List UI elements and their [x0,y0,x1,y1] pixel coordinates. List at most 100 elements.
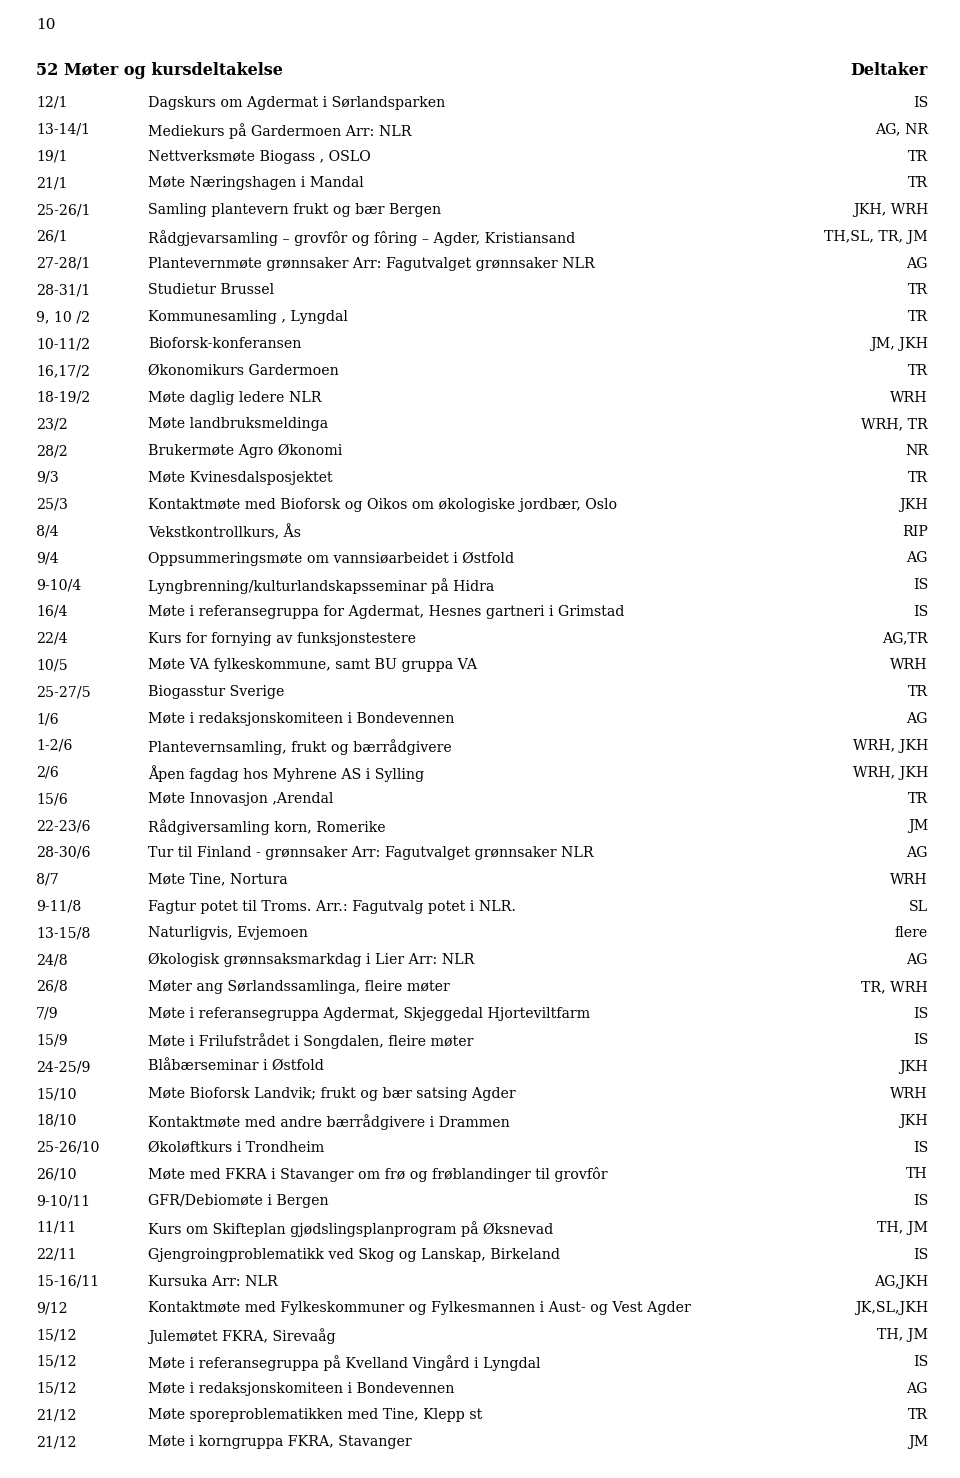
Text: WRH: WRH [890,1086,928,1101]
Text: Plantevernsamling, frukt og bærrådgivere: Plantevernsamling, frukt og bærrådgivere [148,739,452,755]
Text: Fagtur potet til Troms. Arr.: Fagutvalg potet i NLR.: Fagtur potet til Troms. Arr.: Fagutvalg … [148,900,516,913]
Text: Møte VA fylkeskommune, samt BU gruppa VA: Møte VA fylkeskommune, samt BU gruppa VA [148,659,477,672]
Text: 21/12: 21/12 [36,1435,77,1450]
Text: 15/6: 15/6 [36,792,68,807]
Text: JKH: JKH [900,1060,928,1075]
Text: IS: IS [913,1007,928,1021]
Text: 24/8: 24/8 [36,953,67,967]
Text: 1-2/6: 1-2/6 [36,739,72,752]
Text: TR, WRH: TR, WRH [861,980,928,993]
Text: WRH: WRH [890,872,928,887]
Text: 15/12: 15/12 [36,1382,77,1395]
Text: TR: TR [908,310,928,324]
Text: RIP: RIP [902,525,928,538]
Text: Møte Næringshagen i Mandal: Møte Næringshagen i Mandal [148,176,364,191]
Text: 27-28/1: 27-28/1 [36,257,90,270]
Text: 22/4: 22/4 [36,631,67,646]
Text: JM: JM [908,1435,928,1450]
Text: Møte i redaksjonskomiteen i Bondevennen: Møte i redaksjonskomiteen i Bondevennen [148,712,454,726]
Text: WRH: WRH [890,659,928,672]
Text: Vekstkontrollkurs, Ås: Vekstkontrollkurs, Ås [148,525,301,539]
Text: TR: TR [908,471,928,485]
Text: TR: TR [908,284,928,297]
Text: Kursuka Arr: NLR: Kursuka Arr: NLR [148,1274,277,1289]
Text: 15/12: 15/12 [36,1355,77,1369]
Text: Møte Tine, Nortura: Møte Tine, Nortura [148,872,288,887]
Text: TH, JM: TH, JM [877,1329,928,1342]
Text: Lyngbrenning/kulturlandskapsseminar på Hidra: Lyngbrenning/kulturlandskapsseminar på H… [148,578,494,594]
Text: TH,SL, TR, JM: TH,SL, TR, JM [825,231,928,244]
Text: GFR/Debiomøte i Bergen: GFR/Debiomøte i Bergen [148,1194,328,1208]
Text: Kontaktmøte med andre bærrådgivere i Drammen: Kontaktmøte med andre bærrådgivere i Dra… [148,1114,510,1129]
Text: 21/1: 21/1 [36,176,67,191]
Text: AG: AG [906,953,928,967]
Text: NR: NR [905,445,928,458]
Text: 25-27/5: 25-27/5 [36,686,91,699]
Text: Samling plantevern frukt og bær Bergen: Samling plantevern frukt og bær Bergen [148,202,442,217]
Text: IS: IS [913,1355,928,1369]
Text: Dagskurs om Agdermat i Sørlandsparken: Dagskurs om Agdermat i Sørlandsparken [148,96,445,109]
Text: Møte i Frilufstrådet i Songdalen, fleire møter: Møte i Frilufstrådet i Songdalen, fleire… [148,1033,473,1049]
Text: Økologisk grønnsaksmarkdag i Lier Arr: NLR: Økologisk grønnsaksmarkdag i Lier Arr: N… [148,953,474,967]
Text: Møte i referansegruppa for Agdermat, Hesnes gartneri i Grimstad: Møte i referansegruppa for Agdermat, Hes… [148,605,624,619]
Text: 8/4: 8/4 [36,525,59,538]
Text: AG,TR: AG,TR [882,631,928,646]
Text: TH: TH [906,1168,928,1181]
Text: 26/1: 26/1 [36,231,67,244]
Text: TH, JM: TH, JM [877,1221,928,1236]
Text: 8/7: 8/7 [36,872,59,887]
Text: 16,17/2: 16,17/2 [36,364,90,378]
Text: TR: TR [908,176,928,191]
Text: 9/4: 9/4 [36,551,59,565]
Text: 9/12: 9/12 [36,1301,67,1315]
Text: Studietur Brussel: Studietur Brussel [148,284,275,297]
Text: Økonomikurs Gardermoen: Økonomikurs Gardermoen [148,364,339,378]
Text: 10: 10 [36,18,56,33]
Text: 23/2: 23/2 [36,417,68,432]
Text: IS: IS [913,1194,928,1208]
Text: Tur til Finland - grønnsaker Arr: Fagutvalget grønnsaker NLR: Tur til Finland - grønnsaker Arr: Fagutv… [148,845,593,860]
Text: IS: IS [913,96,928,109]
Text: 25/3: 25/3 [36,498,68,511]
Text: 28/2: 28/2 [36,445,68,458]
Text: AG, NR: AG, NR [875,123,928,137]
Text: SL: SL [909,900,928,913]
Text: IS: IS [913,1033,928,1048]
Text: Gjengroingproblematikk ved Skog og Lanskap, Birkeland: Gjengroingproblematikk ved Skog og Lansk… [148,1247,560,1262]
Text: 13-14/1: 13-14/1 [36,123,90,137]
Text: Bioforsk-konferansen: Bioforsk-konferansen [148,337,301,352]
Text: Kommunesamling , Lyngdal: Kommunesamling , Lyngdal [148,310,348,324]
Text: Naturligvis, Evjemoen: Naturligvis, Evjemoen [148,927,308,940]
Text: JK,SL,JKH: JK,SL,JKH [854,1301,928,1315]
Text: AG: AG [906,551,928,565]
Text: WRH, JKH: WRH, JKH [852,739,928,752]
Text: 18-19/2: 18-19/2 [36,390,90,405]
Text: AG: AG [906,712,928,726]
Text: AG: AG [906,845,928,860]
Text: TR: TR [908,686,928,699]
Text: 28-30/6: 28-30/6 [36,845,90,860]
Text: 7/9: 7/9 [36,1007,59,1021]
Text: 9-10/11: 9-10/11 [36,1194,90,1208]
Text: Møte Innovasjon ,Arendal: Møte Innovasjon ,Arendal [148,792,333,807]
Text: 9, 10 /2: 9, 10 /2 [36,310,90,324]
Text: 10-11/2: 10-11/2 [36,337,90,352]
Text: IS: IS [913,578,928,593]
Text: Møte landbruksmeldinga: Møte landbruksmeldinga [148,417,328,432]
Text: 15/12: 15/12 [36,1329,77,1342]
Text: JM: JM [908,819,928,834]
Text: 24-25/9: 24-25/9 [36,1060,90,1075]
Text: Nettverksmøte Biogass , OSLO: Nettverksmøte Biogass , OSLO [148,149,371,164]
Text: Rådgiversamling korn, Romerike: Rådgiversamling korn, Romerike [148,819,386,835]
Text: Kurs for fornying av funksjonstestere: Kurs for fornying av funksjonstestere [148,631,416,646]
Text: TR: TR [908,792,928,807]
Text: Møte i referansegruppa Agdermat, Skjeggedal Hjorteviltfarm: Møte i referansegruppa Agdermat, Skjegge… [148,1007,590,1021]
Text: Møte i redaksjonskomiteen i Bondevennen: Møte i redaksjonskomiteen i Bondevennen [148,1382,454,1395]
Text: 10/5: 10/5 [36,659,68,672]
Text: 9-10/4: 9-10/4 [36,578,82,593]
Text: 18/10: 18/10 [36,1114,77,1128]
Text: Møte i referansegruppa på Kvelland Vingård i Lyngdal: Møte i referansegruppa på Kvelland Vingå… [148,1355,540,1370]
Text: IS: IS [913,605,928,619]
Text: Kontaktmøte med Bioforsk og Oikos om økologiske jordbær, Oslo: Kontaktmøte med Bioforsk og Oikos om øko… [148,498,617,511]
Text: Mediekurs på Gardermoen Arr: NLR: Mediekurs på Gardermoen Arr: NLR [148,123,412,139]
